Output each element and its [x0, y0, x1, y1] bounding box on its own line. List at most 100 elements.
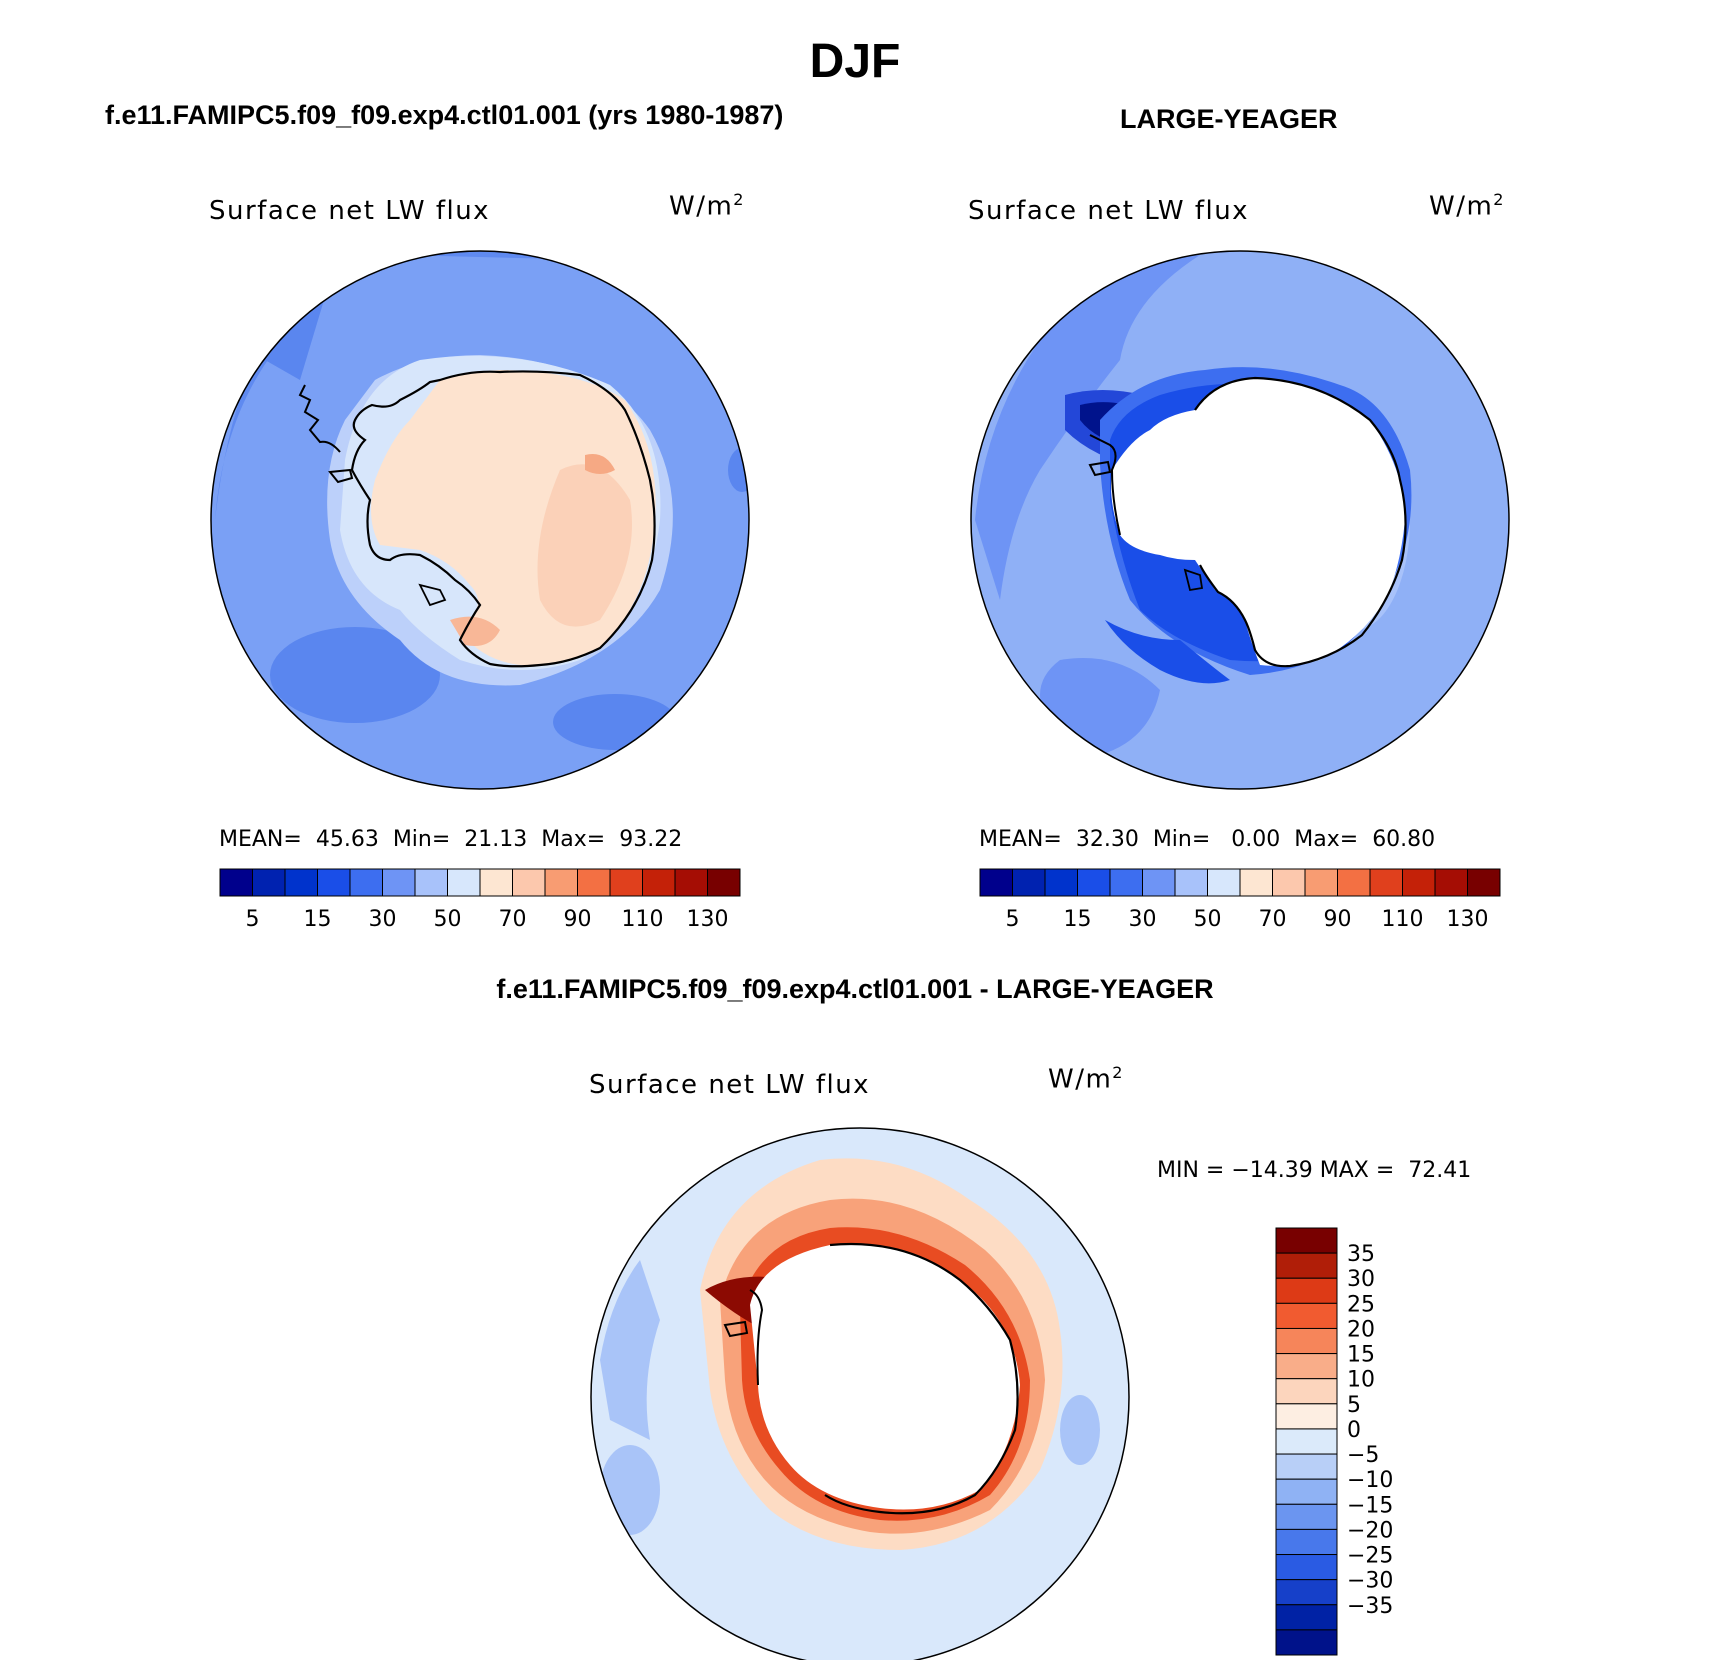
diff-units-label: W/m2: [1048, 1063, 1124, 1095]
min-value: 0.00: [1231, 827, 1281, 852]
colorbar-tick-label: 15: [1347, 1343, 1375, 1368]
colorbar-tick-label: 50: [1194, 907, 1222, 932]
colorbar-tick-label: 5: [246, 907, 260, 932]
colorbar-tick-label: 110: [1382, 907, 1424, 932]
mean-value: 45.63: [315, 827, 379, 852]
model-variable-label: Surface net LW flux: [209, 196, 491, 226]
colorbar-swatch: [1275, 1403, 1338, 1430]
mean-value: 32.30: [1075, 827, 1139, 852]
colorbar-tick-label: 5: [1006, 907, 1020, 932]
min-label: Min=: [392, 827, 451, 852]
colorbar-swatch: [979, 868, 1013, 897]
colorbar-swatch: [447, 868, 481, 897]
colorbar-swatch: [382, 868, 416, 897]
model-stats: MEAN= 45.63 Min= 21.13 Max= 93.22: [219, 827, 682, 852]
max-value: 60.80: [1372, 827, 1436, 852]
colorbar-tick-label: 30: [369, 907, 397, 932]
colorbar-swatch: [1275, 1327, 1338, 1355]
colorbar-tick-label: 70: [1259, 907, 1287, 932]
obs-units-label: W/m2: [1429, 190, 1505, 222]
colorbar-tick-label: −15: [1347, 1493, 1393, 1518]
obs-map-border: [970, 250, 1510, 790]
colorbar-swatch: [1275, 1604, 1338, 1631]
obs-polar-map: [971, 251, 1509, 789]
colorbar-tick-label: −25: [1347, 1544, 1393, 1569]
colorbar-swatch: [1275, 1503, 1338, 1530]
model-units-label: W/m2: [669, 190, 745, 222]
model-case-title: f.e11.FAMIPC5.f09_f09.exp4.ctl01.001 (yr…: [105, 100, 784, 130]
colorbar-tick-label: 25: [1347, 1292, 1375, 1317]
colorbar-tick-label: 15: [1064, 907, 1092, 932]
colorbar-swatch: [1275, 1453, 1338, 1480]
model-colorbar: 5 15 30 50 70 90 110 130: [219, 868, 741, 932]
colorbar-swatch: [1275, 1554, 1338, 1581]
colorbar-swatch: [414, 868, 448, 897]
colorbar-swatch: [1077, 868, 1111, 897]
colorbar-swatch: [1304, 868, 1338, 897]
colorbar-swatch: [609, 868, 643, 897]
mean-label: MEAN=: [979, 827, 1062, 852]
colorbar-swatch: [1044, 868, 1078, 897]
colorbar-tick-label: 50: [434, 907, 462, 932]
colorbar-swatch: [252, 868, 286, 897]
colorbar-swatch: [349, 868, 383, 897]
colorbar-tick-label: 90: [564, 907, 592, 932]
colorbar-swatch: [1275, 1428, 1338, 1455]
diff-min-max: MIN = −14.39 MAX = 72.41: [1157, 1158, 1472, 1183]
colorbar-swatch: [1275, 1378, 1338, 1405]
colorbar-swatch: [479, 868, 513, 897]
model-polar-map: [211, 251, 749, 789]
colorbar-swatch: [674, 868, 708, 897]
colorbar-swatch: [577, 868, 611, 897]
colorbar-swatch: [1275, 1353, 1338, 1380]
colorbar-swatch: [1272, 868, 1306, 897]
colorbar-tick-label: 90: [1324, 907, 1352, 932]
colorbar-tick-label: −35: [1347, 1594, 1393, 1619]
colorbar-tick-label: 10: [1347, 1368, 1375, 1393]
colorbar-tick-label: 5: [1347, 1393, 1361, 1418]
colorbar-swatch: [707, 868, 741, 897]
colorbar-swatch: [284, 868, 318, 897]
colorbar-tick-label: 30: [1347, 1267, 1375, 1292]
colorbar-swatch: [219, 868, 253, 897]
obs-variable-label: Surface net LW flux: [968, 196, 1250, 226]
colorbar-swatch: [1239, 868, 1273, 897]
obs-case-title: LARGE-YEAGER: [1120, 104, 1338, 134]
colorbar-swatch: [1142, 868, 1176, 897]
colorbar-swatch: [1275, 1579, 1338, 1606]
max-value: 93.22: [619, 827, 683, 852]
obs-colorbar: 5 15 30 50 70 90 110 130: [979, 868, 1501, 932]
min-label: Min=: [1152, 827, 1211, 852]
colorbar-swatch: [1275, 1478, 1338, 1505]
colorbar-swatch: [1275, 1302, 1338, 1329]
max-label: Max=: [1294, 827, 1359, 852]
colorbar-tick-label: −30: [1347, 1569, 1393, 1594]
colorbar-swatch: [1012, 868, 1046, 897]
model-map-border: [210, 250, 750, 790]
diff-variable-label: Surface net LW flux: [589, 1070, 871, 1100]
colorbar-swatch: [642, 868, 676, 897]
colorbar-swatch: [1434, 868, 1468, 897]
colorbar-swatch: [544, 868, 578, 897]
colorbar-swatch: [1275, 1227, 1338, 1254]
colorbar-swatch: [1402, 868, 1436, 897]
colorbar-swatch: [1369, 868, 1403, 897]
mean-label: MEAN=: [219, 827, 302, 852]
colorbar-swatch: [1207, 868, 1241, 897]
colorbar-tick-label: 20: [1347, 1317, 1375, 1342]
obs-stats: MEAN= 32.30 Min= 0.00 Max= 60.80: [979, 827, 1435, 852]
colorbar-tick-label: 110: [622, 907, 664, 932]
diff-map-border: [590, 1127, 1130, 1660]
colorbar-tick-label: 70: [499, 907, 527, 932]
colorbar-tick-label: 130: [1447, 907, 1489, 932]
colorbar-swatch: [1467, 868, 1501, 897]
diff-polar-map: [591, 1128, 1129, 1660]
colorbar-tick-label: 35: [1347, 1242, 1375, 1267]
colorbar-tick-label: −5: [1347, 1443, 1379, 1468]
colorbar-tick-label: 15: [304, 907, 332, 932]
colorbar-swatch: [1275, 1528, 1338, 1556]
max-label: Max=: [541, 827, 606, 852]
colorbar-swatch: [1337, 868, 1371, 897]
